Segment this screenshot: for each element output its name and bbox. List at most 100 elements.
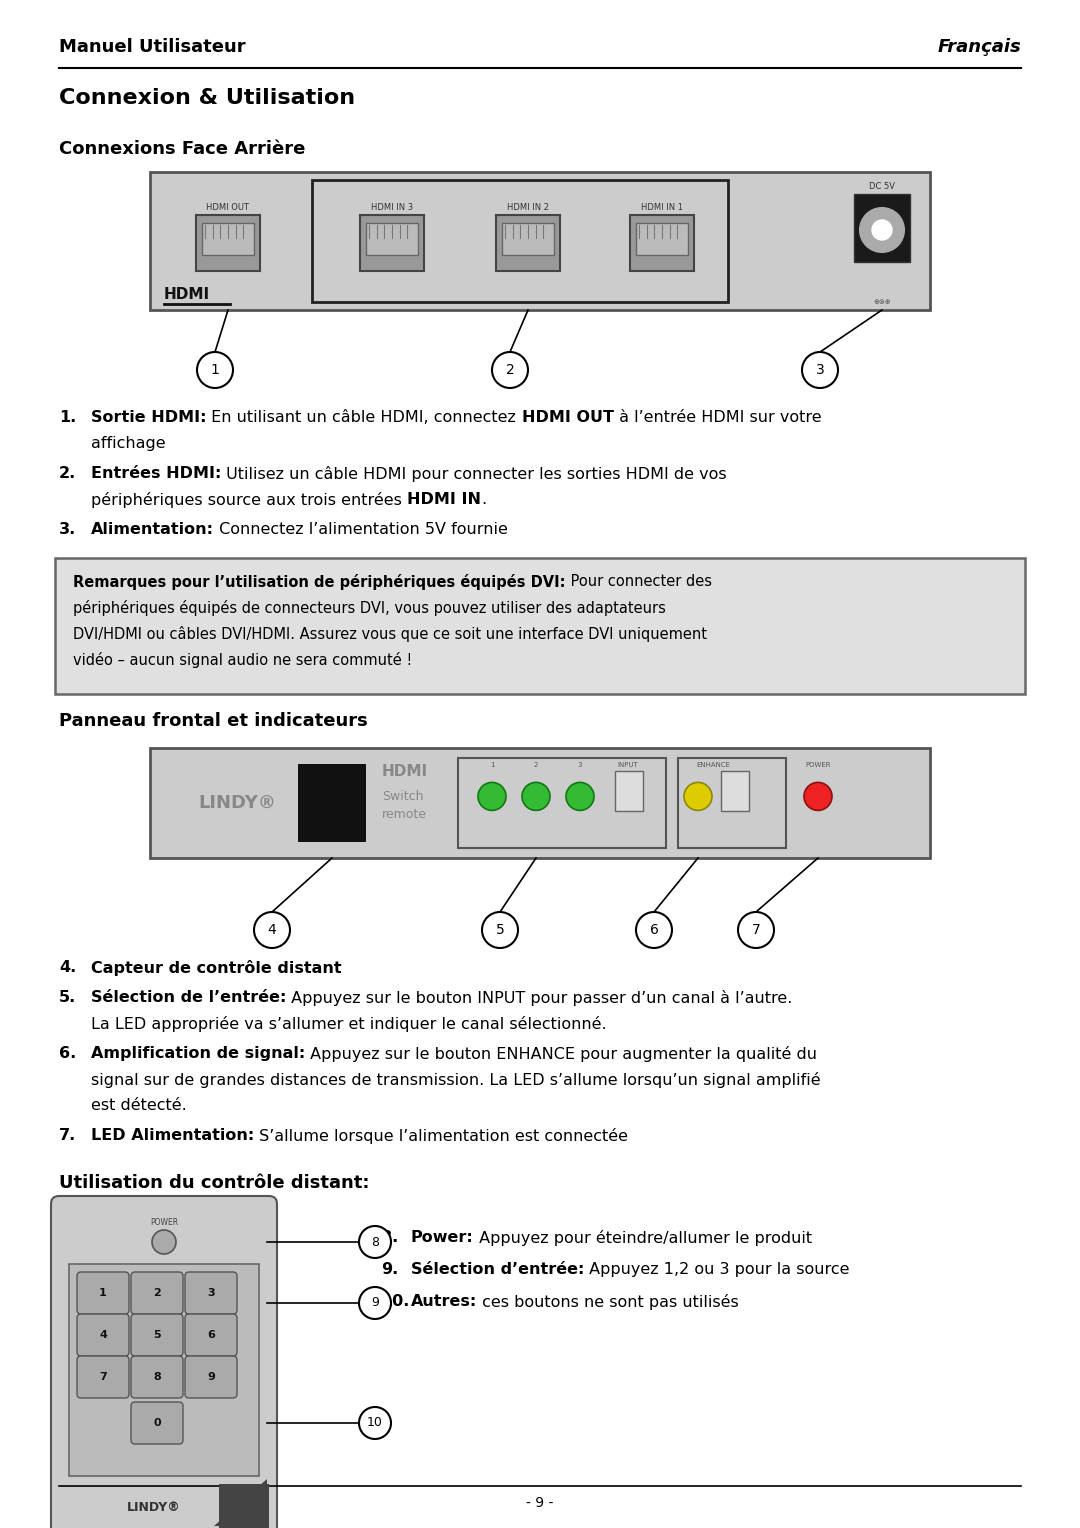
Text: 3: 3 [578, 762, 582, 769]
Text: 7: 7 [752, 923, 760, 937]
FancyBboxPatch shape [312, 180, 728, 303]
Text: Français: Français [937, 38, 1021, 57]
Circle shape [684, 782, 712, 810]
Text: DC 5V: DC 5V [869, 182, 895, 191]
FancyBboxPatch shape [77, 1355, 129, 1398]
FancyBboxPatch shape [219, 1484, 269, 1528]
Text: vidéo – aucun signal audio ne sera commuté !: vidéo – aucun signal audio ne sera commu… [73, 652, 413, 668]
Text: ⊕⊗⊕: ⊕⊗⊕ [874, 299, 891, 306]
FancyBboxPatch shape [131, 1314, 183, 1355]
Text: En utilisant un câble HDMI, connectez: En utilisant un câble HDMI, connectez [206, 410, 522, 425]
FancyBboxPatch shape [721, 772, 750, 811]
FancyBboxPatch shape [366, 223, 418, 255]
Text: Appuyez 1,2 ou 3 pour la source: Appuyez 1,2 ou 3 pour la source [584, 1262, 850, 1277]
Text: ces boutons ne sont pas utilisés: ces boutons ne sont pas utilisés [477, 1294, 739, 1309]
Text: 3: 3 [207, 1288, 215, 1297]
Text: 1: 1 [99, 1288, 107, 1297]
FancyBboxPatch shape [131, 1403, 183, 1444]
Text: Autres:: Autres: [411, 1294, 477, 1309]
Text: 5: 5 [153, 1329, 161, 1340]
Text: Entrées HDMI:: Entrées HDMI: [91, 466, 221, 481]
Text: 4.: 4. [59, 960, 77, 975]
Text: Connectez l’alimentation 5V fournie: Connectez l’alimentation 5V fournie [214, 523, 508, 536]
FancyBboxPatch shape [202, 223, 254, 255]
Circle shape [197, 351, 233, 388]
Text: Remarques pour l’utilisation de périphériques équipés DVI:: Remarques pour l’utilisation de périphér… [73, 575, 566, 590]
Circle shape [802, 351, 838, 388]
Text: 5.: 5. [59, 990, 77, 1005]
Text: Alimentation:: Alimentation: [91, 523, 214, 536]
Text: remote: remote [382, 808, 427, 821]
Circle shape [860, 208, 904, 252]
Circle shape [359, 1407, 391, 1439]
Text: 2: 2 [505, 364, 514, 377]
Text: 4: 4 [268, 923, 276, 937]
Text: POWER: POWER [806, 762, 831, 769]
FancyBboxPatch shape [150, 173, 930, 310]
Circle shape [254, 912, 291, 947]
Text: POWER: POWER [150, 1218, 178, 1227]
FancyBboxPatch shape [195, 215, 260, 270]
Circle shape [872, 220, 892, 240]
Circle shape [492, 351, 528, 388]
Text: 5: 5 [496, 923, 504, 937]
Text: 2: 2 [534, 762, 538, 769]
Text: Utilisation du contrôle distant:: Utilisation du contrôle distant: [59, 1174, 369, 1192]
Text: Appuyez sur le bouton INPUT pour passer d’un canal à l’autre.: Appuyez sur le bouton INPUT pour passer … [286, 990, 793, 1005]
Text: 3.: 3. [59, 523, 77, 536]
Text: Capteur de contrôle distant: Capteur de contrôle distant [91, 960, 341, 976]
FancyBboxPatch shape [630, 215, 694, 270]
Circle shape [359, 1287, 391, 1319]
FancyBboxPatch shape [77, 1271, 129, 1314]
Text: HDMI OUT: HDMI OUT [522, 410, 613, 425]
FancyBboxPatch shape [360, 215, 424, 270]
FancyBboxPatch shape [496, 215, 561, 270]
Circle shape [804, 782, 832, 810]
FancyBboxPatch shape [458, 758, 666, 848]
Polygon shape [214, 1479, 267, 1526]
Text: Amplification de signal:: Amplification de signal: [91, 1047, 306, 1060]
Text: affichage: affichage [91, 435, 165, 451]
Text: Sélection d’entrée:: Sélection d’entrée: [411, 1262, 584, 1277]
Text: - 9 -: - 9 - [526, 1496, 554, 1510]
Text: HDMI IN 1: HDMI IN 1 [642, 203, 683, 212]
Text: ENHANCE: ENHANCE [696, 762, 730, 769]
Text: 8: 8 [153, 1372, 161, 1381]
Text: Connexion & Utilisation: Connexion & Utilisation [59, 89, 355, 108]
Text: Panneau frontal et indicateurs: Panneau frontal et indicateurs [59, 712, 368, 730]
Text: 10: 10 [367, 1416, 383, 1430]
FancyBboxPatch shape [502, 223, 554, 255]
Text: 0: 0 [153, 1418, 161, 1429]
Text: LED Alimentation:: LED Alimentation: [91, 1128, 254, 1143]
Text: Appuyez sur le bouton ENHANCE pour augmenter la qualité du: Appuyez sur le bouton ENHANCE pour augme… [306, 1047, 818, 1062]
Text: Manuel Utilisateur: Manuel Utilisateur [59, 38, 245, 57]
Circle shape [738, 912, 774, 947]
FancyBboxPatch shape [150, 749, 930, 859]
Text: 6: 6 [207, 1329, 215, 1340]
Text: Pour connecter des: Pour connecter des [566, 575, 712, 588]
Text: Utilisez un câble HDMI pour connecter les sorties HDMI de vos: Utilisez un câble HDMI pour connecter le… [221, 466, 727, 481]
FancyBboxPatch shape [854, 194, 910, 261]
Text: .: . [481, 492, 486, 507]
Text: 2: 2 [153, 1288, 161, 1297]
Text: Sortie HDMI:: Sortie HDMI: [91, 410, 206, 425]
Circle shape [636, 912, 672, 947]
Text: 1.: 1. [59, 410, 77, 425]
Text: Connexions Face Arrière: Connexions Face Arrière [59, 141, 306, 157]
FancyBboxPatch shape [51, 1196, 276, 1528]
Text: 8: 8 [372, 1236, 379, 1248]
Text: 4: 4 [99, 1329, 107, 1340]
FancyBboxPatch shape [678, 758, 786, 848]
Text: HDMI IN: HDMI IN [407, 492, 481, 507]
Circle shape [522, 782, 550, 810]
FancyBboxPatch shape [131, 1355, 183, 1398]
Text: 1: 1 [489, 762, 495, 769]
Text: S’allume lorsque l’alimentation est connectée: S’allume lorsque l’alimentation est conn… [254, 1128, 629, 1144]
Text: à l’entrée HDMI sur votre: à l’entrée HDMI sur votre [613, 410, 821, 425]
Text: 10.: 10. [381, 1294, 409, 1309]
Text: est détecté.: est détecté. [91, 1099, 187, 1112]
FancyBboxPatch shape [185, 1314, 237, 1355]
Text: périphériques source aux trois entrées: périphériques source aux trois entrées [91, 492, 407, 507]
Circle shape [152, 1230, 176, 1254]
Text: 7: 7 [99, 1372, 107, 1381]
